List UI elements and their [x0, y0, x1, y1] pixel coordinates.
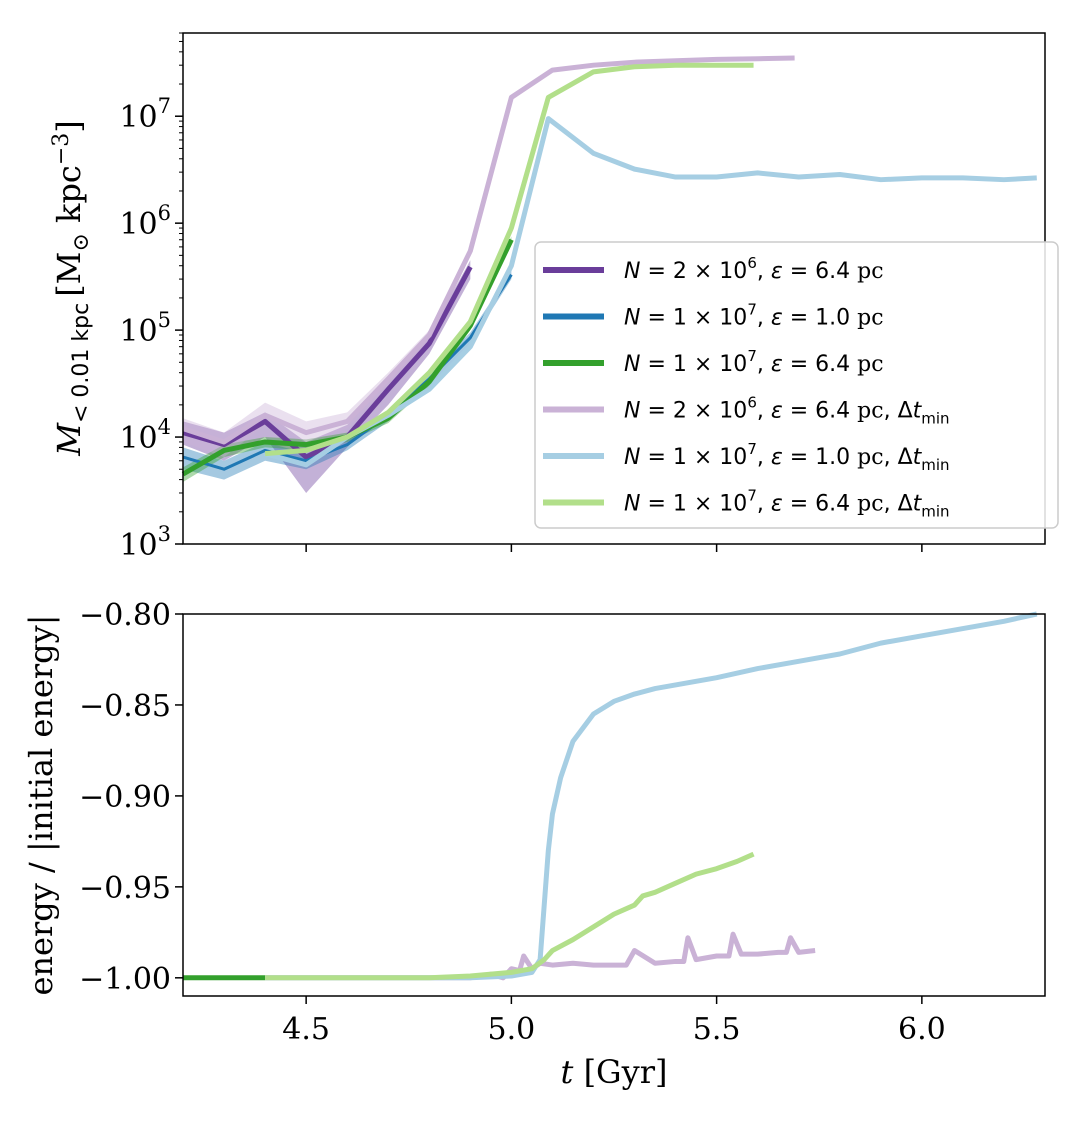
ylabel-unit-close: ] — [50, 120, 88, 132]
ylabel-unit-mid: kpc — [50, 165, 88, 233]
bottom-x-ticks: 4.5 5.0 5.5 6.0 — [282, 996, 946, 1047]
svg-text:M< 0.01 kpc[M⊙ kpc−3]: M< 0.01 kpc [M⊙ kpc−3] — [49, 120, 94, 457]
bottom-series-lines — [183, 611, 1038, 981]
bottom-panel: 4.5 5.0 5.5 6.0 −1.00 −0.95 −0.90 −0.85 −0.80 e… — [22, 598, 1046, 1091]
legend-label-n-1-10-7-6-4-pc-t-min: N = 1 × 107, ε = 6.4 pc, Δtmin — [624, 487, 950, 521]
bottom-y-tick-label: −0.85 — [79, 689, 171, 724]
top-y-ticks: 103 104 105 106 107 — [119, 32, 183, 563]
top-y-axis-label: M< 0.01 kpc [M⊙ kpc−3] — [49, 120, 94, 457]
legend: N = 2 × 106, ε = 6.4 pc N = 1 × 107, ε = … — [534, 241, 1059, 529]
xlabel-var: t — [561, 1053, 574, 1091]
legend-box — [534, 241, 1059, 529]
bottom-y-ticks: −1.00 −0.95 −0.90 −0.85 −0.80 — [79, 598, 183, 997]
top-y-tick-label: 106 — [119, 201, 171, 242]
ylabel-unit-exp: −3 — [49, 133, 74, 165]
bottom-line-n-1-10-7-6-4-pc-t-min — [265, 851, 755, 981]
band-n-2-10-6-6-4-pc — [183, 260, 471, 493]
legend-label-n-2-10-6-6-4-pc: N = 2 × 106, ε = 6.4 pc — [624, 254, 884, 284]
top-y-tick-label: 103 — [119, 522, 171, 563]
ylabel-sub: < 0.01 kpc — [69, 303, 94, 423]
bottom-y-axis-label: energy / |initial energy| — [22, 614, 60, 995]
line-n-2-10-6-6-4-pc — [182, 265, 473, 460]
ylabel-unit-sun: ⊙ — [69, 233, 94, 251]
bottom-y-tick-label: −0.95 — [79, 871, 171, 906]
bottom-plot-frame — [182, 613, 1046, 997]
bottom-line-n-1-10-7-1-0-pc-t-min — [265, 611, 1038, 981]
top-series-lines — [181, 55, 1037, 477]
top-y-tick-label: 104 — [119, 415, 171, 456]
bottom-y-tick-label: −0.90 — [79, 780, 171, 815]
line-n-2-10-6-6-4-pc-t-min — [182, 55, 795, 445]
legend-label-n-1-10-7-1-0-pc-t-min: N = 1 × 107, ε = 1.0 pc, Δtmin — [624, 440, 950, 474]
top-y-tick-label: 105 — [119, 308, 171, 349]
x-axis-label: t [Gyr] — [561, 1053, 668, 1091]
bottom-x-tick-label: 5.0 — [488, 1012, 536, 1047]
bottom-y-tick-label: −1.00 — [79, 962, 171, 997]
legend-items: N = 2 × 106, ε = 6.4 pc N = 1 × 107, ε = … — [543, 254, 950, 521]
bottom-x-tick-label: 4.5 — [282, 1012, 330, 1047]
ylabel-unit-open: [M — [50, 252, 88, 297]
legend-label-n-2-10-6-6-4-pc-t-min: N = 2 × 106, ε = 6.4 pc, Δtmin — [624, 394, 950, 428]
legend-label-n-1-10-7-6-4-pc: N = 1 × 107, ε = 6.4 pc — [624, 347, 884, 377]
top-x-ticks — [305, 544, 923, 552]
bottom-x-tick-label: 5.5 — [693, 1012, 741, 1047]
ylabel-main: M — [50, 422, 88, 457]
bottom-x-tick-label: 6.0 — [898, 1012, 946, 1047]
legend-label-n-1-10-7-1-0-pc: N = 1 × 107, ε = 1.0 pc — [624, 301, 884, 331]
bottom-y-tick-label: −0.80 — [79, 598, 171, 633]
line-n-1-10-7-1-0-pc-t-min — [264, 116, 1037, 468]
band-n-1-10-7-1-0-pc — [183, 270, 512, 480]
bottom-line-n-2-10-6-6-4-pc-t-min — [265, 931, 816, 981]
xlabel-unit: [Gyr] — [573, 1053, 667, 1091]
top-y-tick-label: 107 — [119, 94, 171, 135]
top-panel: 103 104 105 106 107 M< 0.01 kpc [M⊙ kpc−3] N … — [49, 32, 1059, 563]
